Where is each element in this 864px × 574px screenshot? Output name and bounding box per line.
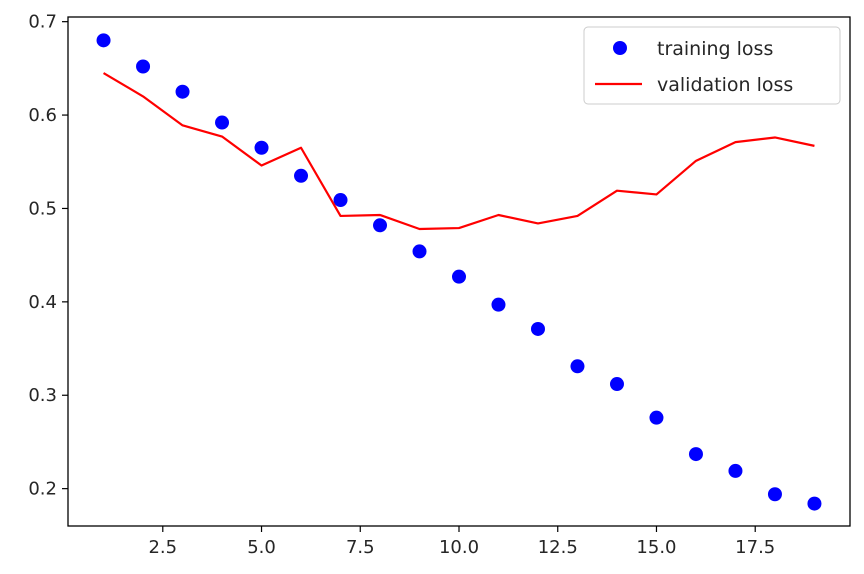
training-loss-point (728, 463, 743, 478)
training-loss-point (294, 168, 309, 183)
training-loss-point (688, 447, 703, 462)
x-tick-label: 17.5 (735, 537, 775, 558)
y-tick-label: 0.3 (28, 385, 57, 406)
y-tick-label: 0.6 (28, 105, 57, 126)
training-loss-point (570, 359, 585, 374)
y-tick-label: 0.2 (28, 479, 57, 500)
training-loss-point (767, 487, 782, 502)
x-tick-label: 12.5 (538, 537, 578, 558)
y-tick-label: 0.7 (28, 12, 57, 33)
y-axis: 0.2 0.3 0.4 0.5 0.6 0.7 (28, 12, 68, 500)
training-loss-point (807, 496, 822, 511)
training-loss-point (215, 115, 230, 130)
training-loss-point (412, 244, 427, 259)
training-loss-point (96, 33, 111, 48)
x-tick-label: 5.0 (247, 537, 276, 558)
legend: training loss validation loss (583, 26, 841, 105)
training-loss-point (373, 218, 388, 233)
training-loss-point (452, 269, 466, 284)
x-tick-label: 7.5 (346, 537, 375, 558)
y-tick-label: 0.4 (28, 292, 57, 313)
training-loss-point (491, 297, 506, 312)
training-loss-point (649, 410, 664, 425)
x-axis: 2.5 5.0 7.5 10.0 12.5 15.0 17.5 (148, 526, 775, 558)
training-loss-point (530, 321, 545, 336)
legend-marker-training-loss (613, 41, 627, 55)
training-loss-point (136, 59, 151, 74)
x-tick-label: 15.0 (636, 537, 676, 558)
training-loss-point (254, 140, 269, 155)
legend-label-training-loss: training loss (657, 38, 773, 60)
x-tick-label: 10.0 (439, 537, 479, 558)
chart-marks (96, 33, 822, 511)
x-tick-label: 2.5 (148, 537, 177, 558)
training-loss-point (175, 84, 190, 99)
legend-box (583, 26, 841, 105)
legend-label-validation-loss: validation loss (657, 74, 793, 96)
training-loss-point (609, 377, 624, 392)
training-loss-point (333, 193, 348, 208)
validation-loss-line (102, 72, 815, 231)
y-tick-label: 0.5 (28, 198, 57, 219)
